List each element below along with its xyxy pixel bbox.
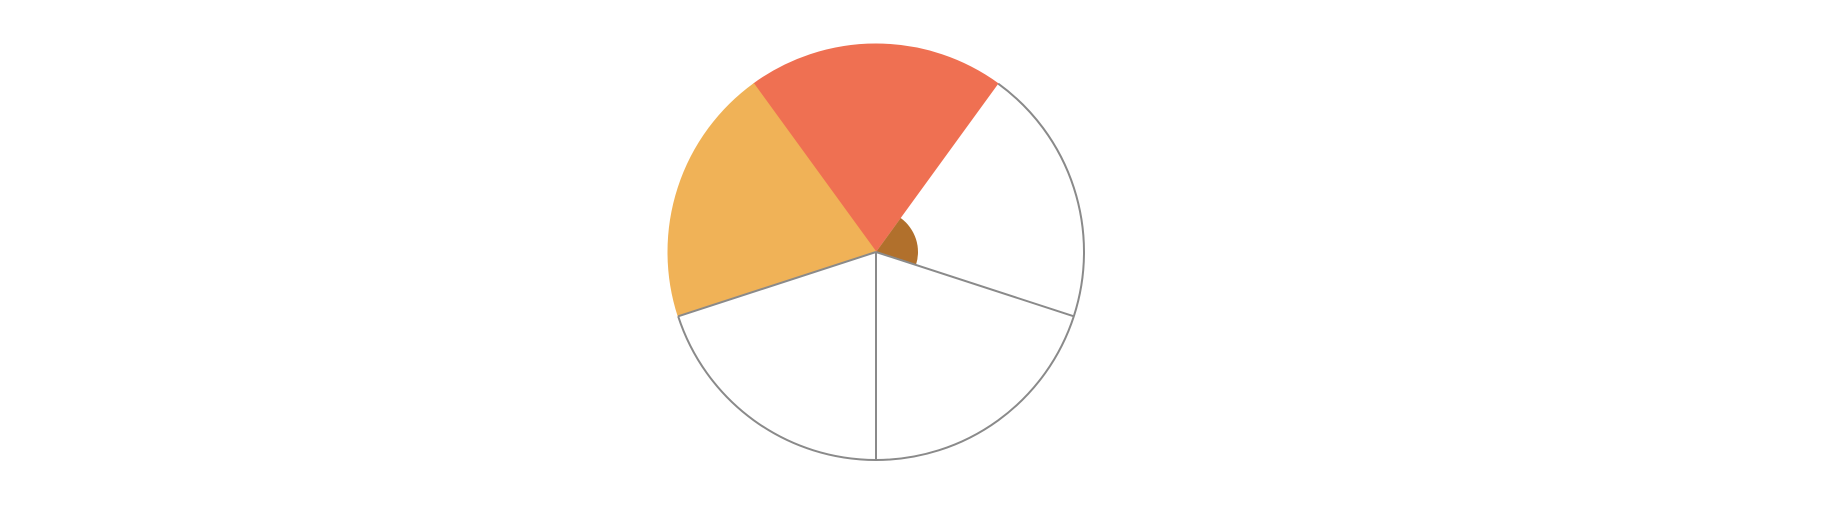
spoke-line (875, 251, 1075, 318)
angle-marker (876, 218, 918, 265)
sector-lower-right (876, 252, 1074, 460)
outline-layer (677, 82, 1085, 461)
outline-arc-upper-right (997, 82, 1085, 317)
sector-upper-right (876, 83, 1085, 317)
sector-top (753, 43, 999, 253)
sector-upper-left (667, 83, 877, 317)
spoke-line (677, 251, 877, 318)
outline-arc-lower-right (875, 315, 1075, 461)
sector-lower-left (678, 252, 876, 460)
sectors-layer (667, 43, 1085, 460)
angle-marker-layer (876, 218, 918, 265)
outline-arc-lower-left (677, 315, 877, 461)
